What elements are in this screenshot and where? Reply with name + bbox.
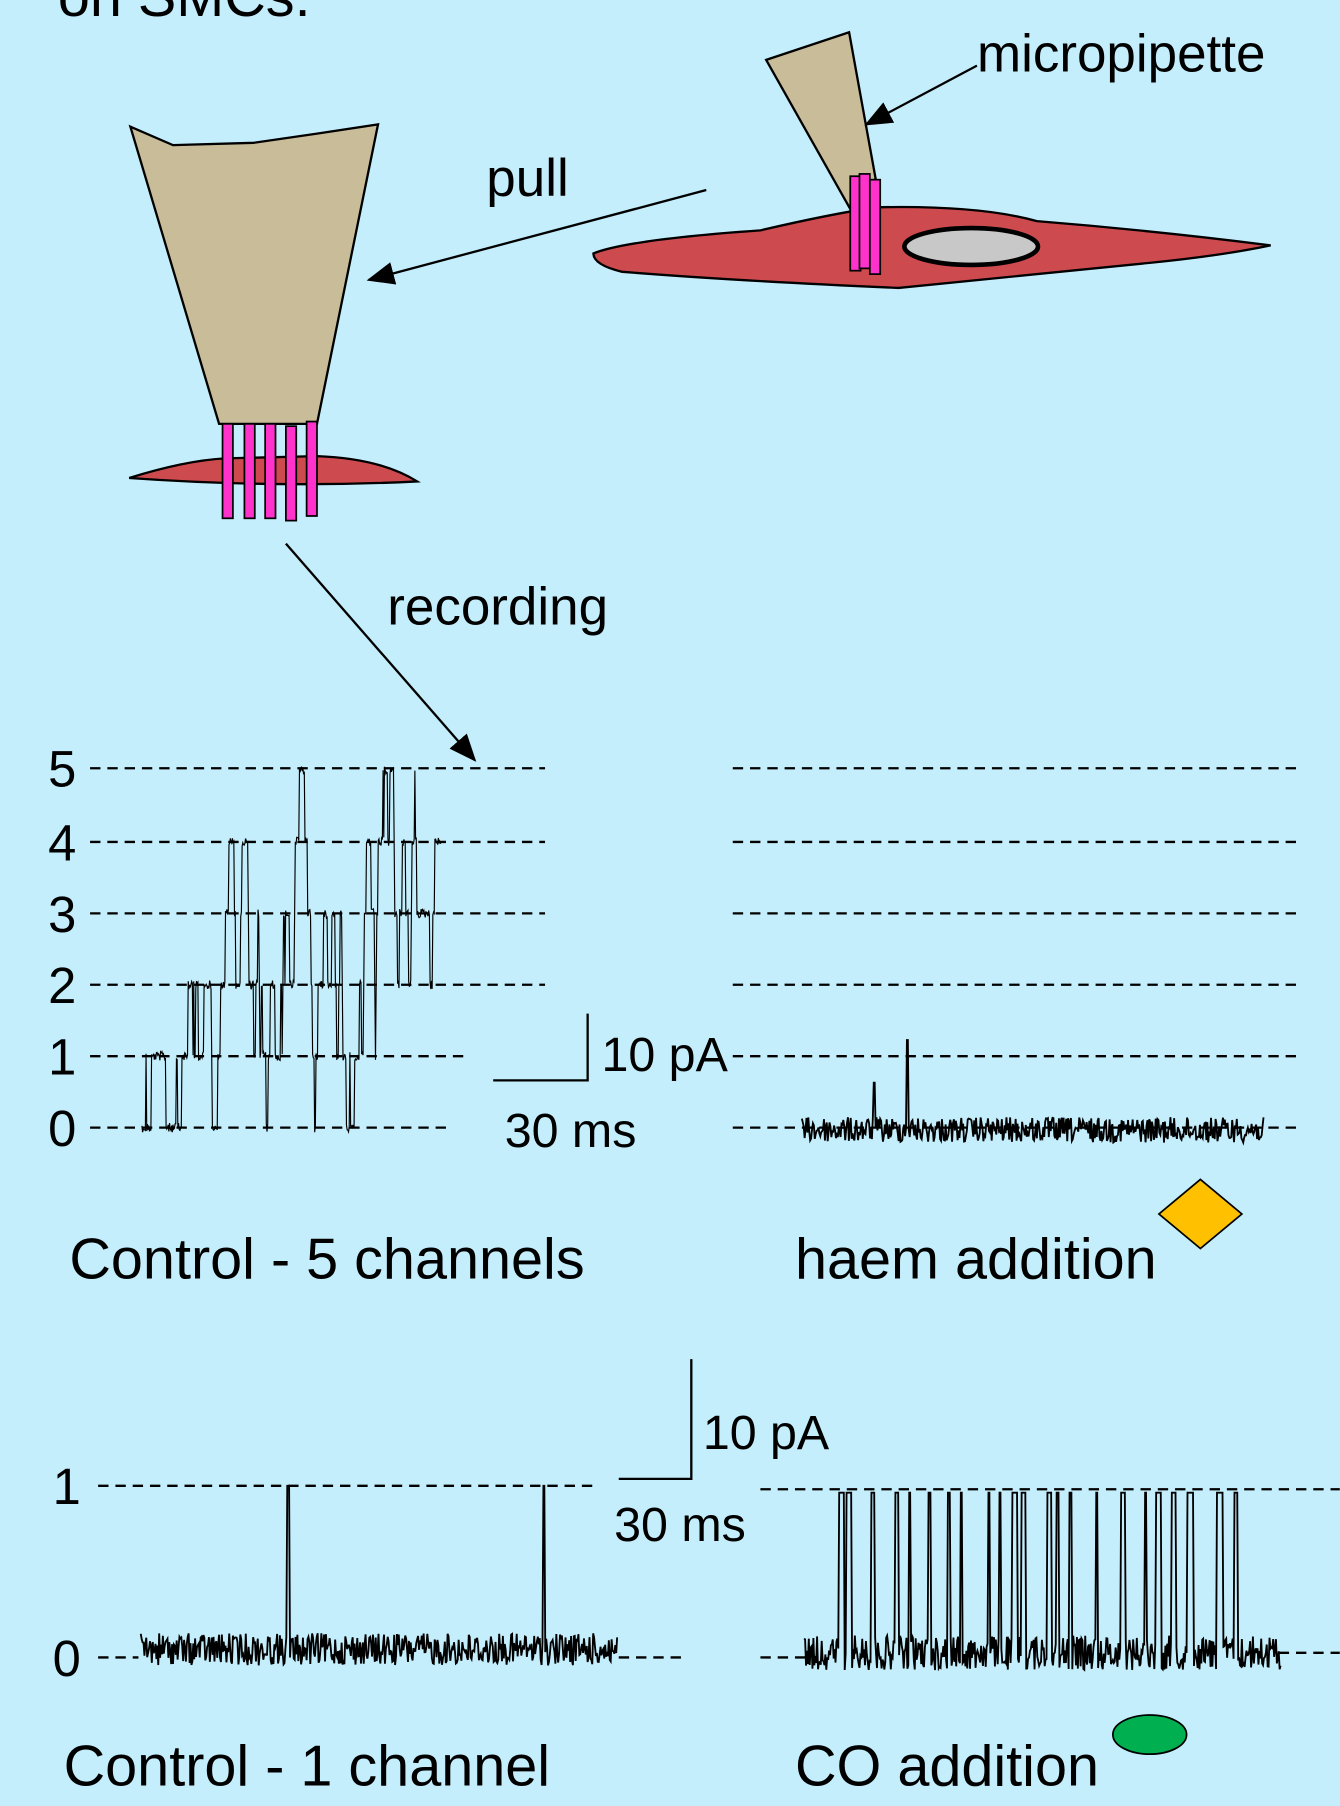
level-label: 0 xyxy=(48,1100,76,1157)
caption: Control - 1 channel xyxy=(64,1734,551,1798)
scale-time: 30 ms xyxy=(505,1104,637,1158)
level-label: 0 xyxy=(53,1630,81,1687)
label: micropipette xyxy=(977,24,1266,83)
caption: CO addition xyxy=(795,1734,1099,1798)
scale-current: 10 pA xyxy=(601,1028,728,1082)
page: on SMCs: micropipette pull recording 10 … xyxy=(0,0,1340,1806)
scale-current: 10 pA xyxy=(703,1406,830,1460)
level-label: 4 xyxy=(48,814,76,871)
label: recording xyxy=(387,577,608,636)
level-label: 3 xyxy=(48,886,76,943)
level-label: 1 xyxy=(48,1029,76,1086)
level-label: 2 xyxy=(48,957,76,1014)
title: on SMCs: xyxy=(58,0,311,29)
caption: Control - 5 channels xyxy=(69,1227,584,1291)
level-label: 1 xyxy=(53,1458,81,1515)
scale-time: 30 ms xyxy=(614,1498,746,1552)
label: pull xyxy=(486,149,568,208)
channels xyxy=(850,174,880,274)
caption: haem addition xyxy=(795,1227,1157,1291)
co-icon xyxy=(1113,1715,1187,1754)
level-label: 5 xyxy=(48,741,76,798)
nucleus xyxy=(904,228,1038,265)
